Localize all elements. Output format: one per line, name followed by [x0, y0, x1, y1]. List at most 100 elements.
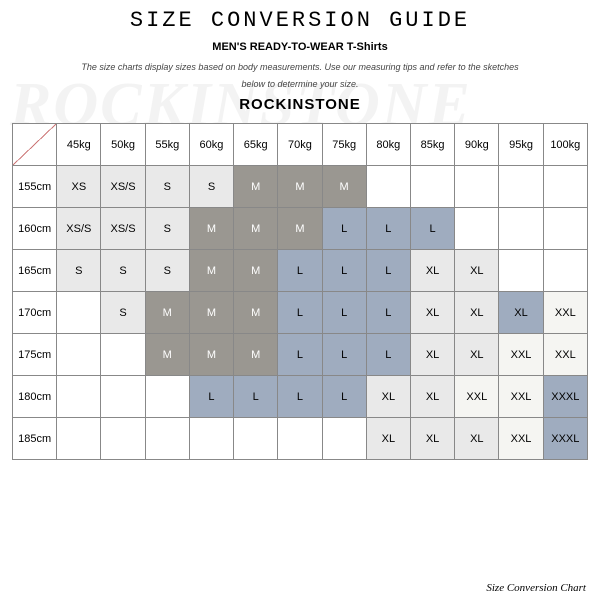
- col-header: 65kg: [234, 124, 278, 166]
- table-row: 185cmXLXLXLXXLXXXL: [13, 418, 588, 460]
- size-cell: M: [234, 208, 278, 250]
- content-wrapper: SIZE CONVERSION GUIDE MEN'S READY-TO-WEA…: [0, 0, 600, 460]
- page-title: SIZE CONVERSION GUIDE: [12, 8, 588, 33]
- size-cell: XS/S: [101, 208, 145, 250]
- footer-caption: Size Conversion Chart: [486, 582, 586, 594]
- size-cell: [145, 376, 189, 418]
- subtitle: MEN'S READY-TO-WEAR T-Shirts: [12, 41, 588, 53]
- col-header: 70kg: [278, 124, 322, 166]
- table-row: 165cmSSSMMLLLXLXL: [13, 250, 588, 292]
- size-cell: S: [57, 250, 101, 292]
- col-header: 60kg: [189, 124, 233, 166]
- size-cell: [57, 376, 101, 418]
- size-cell: [455, 166, 499, 208]
- size-cell: XXXL: [543, 376, 587, 418]
- table-row: 180cmLLLLXLXLXXLXXLXXXL: [13, 376, 588, 418]
- size-cell: XL: [366, 418, 410, 460]
- size-cell: S: [189, 166, 233, 208]
- size-cell: M: [145, 334, 189, 376]
- size-cell: M: [278, 208, 322, 250]
- size-cell: XXL: [543, 334, 587, 376]
- subtitle-bold: T-Shirts: [347, 41, 388, 53]
- description-line-2: below to determine your size.: [12, 78, 588, 91]
- size-cell: [499, 250, 543, 292]
- col-header: 75kg: [322, 124, 366, 166]
- size-cell: M: [189, 334, 233, 376]
- size-cell: [101, 334, 145, 376]
- size-cell: L: [234, 376, 278, 418]
- col-header: 100kg: [543, 124, 587, 166]
- row-header: 175cm: [13, 334, 57, 376]
- size-cell: L: [189, 376, 233, 418]
- size-table: 45kg50kg55kg60kg65kg70kg75kg80kg85kg90kg…: [12, 123, 588, 460]
- size-cell: XXL: [499, 376, 543, 418]
- size-cell: XL: [499, 292, 543, 334]
- size-cell: XL: [455, 418, 499, 460]
- size-cell: XS: [57, 166, 101, 208]
- size-cell: XL: [410, 250, 454, 292]
- size-cell: [543, 166, 587, 208]
- size-cell: XS/S: [101, 166, 145, 208]
- col-header: 95kg: [499, 124, 543, 166]
- size-cell: L: [278, 376, 322, 418]
- size-cell: M: [234, 250, 278, 292]
- size-cell: XXL: [499, 418, 543, 460]
- size-cell: M: [145, 292, 189, 334]
- size-cell: [189, 418, 233, 460]
- size-cell: [543, 250, 587, 292]
- row-header: 180cm: [13, 376, 57, 418]
- size-cell: L: [322, 334, 366, 376]
- size-cell: L: [322, 250, 366, 292]
- size-cell: [101, 418, 145, 460]
- row-header: 160cm: [13, 208, 57, 250]
- size-cell: [366, 166, 410, 208]
- size-cell: S: [145, 250, 189, 292]
- row-header: 170cm: [13, 292, 57, 334]
- brand-name: ROCKINSTONE: [12, 96, 588, 113]
- size-cell: [543, 208, 587, 250]
- size-cell: XL: [366, 376, 410, 418]
- size-cell: M: [189, 250, 233, 292]
- table-row: 175cmMMMLLLXLXLXXLXXL: [13, 334, 588, 376]
- size-cell: XXXL: [543, 418, 587, 460]
- size-cell: [455, 208, 499, 250]
- size-cell: S: [145, 208, 189, 250]
- size-cell: M: [189, 292, 233, 334]
- size-cell: L: [366, 334, 410, 376]
- table-row: 160cmXS/SXS/SSMMMLLL: [13, 208, 588, 250]
- size-cell: XXL: [455, 376, 499, 418]
- size-cell: L: [322, 292, 366, 334]
- size-cell: XL: [410, 334, 454, 376]
- size-cell: L: [322, 376, 366, 418]
- size-cell: [57, 292, 101, 334]
- size-cell: L: [278, 334, 322, 376]
- size-cell: L: [278, 250, 322, 292]
- size-cell: XS/S: [57, 208, 101, 250]
- col-header: 85kg: [410, 124, 454, 166]
- size-cell: [322, 418, 366, 460]
- size-cell: XL: [410, 376, 454, 418]
- col-header: 90kg: [455, 124, 499, 166]
- col-header: 55kg: [145, 124, 189, 166]
- size-cell: L: [366, 292, 410, 334]
- corner-cell: [13, 124, 57, 166]
- size-cell: XL: [455, 334, 499, 376]
- table-header-row: 45kg50kg55kg60kg65kg70kg75kg80kg85kg90kg…: [13, 124, 588, 166]
- size-cell: [234, 418, 278, 460]
- size-cell: L: [322, 208, 366, 250]
- row-header: 155cm: [13, 166, 57, 208]
- size-cell: XL: [455, 250, 499, 292]
- subtitle-prefix: MEN'S READY-TO-WEAR: [212, 41, 343, 53]
- table-row: 155cmXSXS/SSSMMM: [13, 166, 588, 208]
- size-cell: XL: [455, 292, 499, 334]
- size-cell: M: [234, 166, 278, 208]
- size-cell: L: [278, 292, 322, 334]
- size-cell: [410, 166, 454, 208]
- size-cell: S: [101, 292, 145, 334]
- size-cell: [278, 418, 322, 460]
- size-cell: XL: [410, 418, 454, 460]
- description-line-1: The size charts display sizes based on b…: [12, 61, 588, 74]
- size-cell: L: [366, 208, 410, 250]
- row-header: 165cm: [13, 250, 57, 292]
- size-cell: XL: [410, 292, 454, 334]
